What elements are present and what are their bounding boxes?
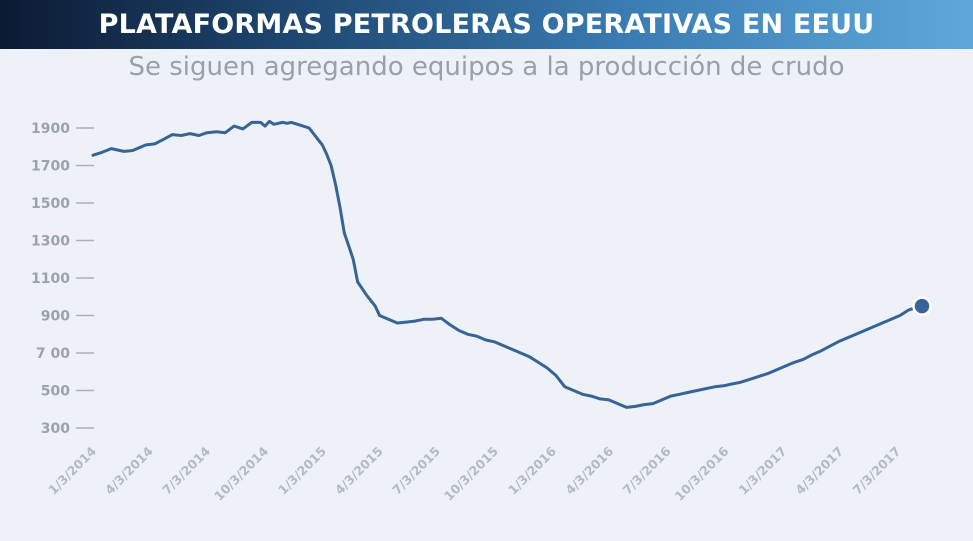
- x-tick-label: 7/3/2015: [389, 444, 443, 498]
- x-tick-label: 1/3/2014: [45, 443, 99, 497]
- x-tick-label: 4/3/2016: [562, 443, 616, 497]
- x-tick-label: 10/3/2015: [441, 444, 501, 504]
- y-tick-label: 7 00: [36, 346, 70, 362]
- x-tick-label: 1/3/2016: [505, 443, 559, 497]
- y-tick-label: 900: [41, 309, 70, 325]
- chart-subtitle: Se siguen agregando equipos a la producc…: [128, 52, 845, 82]
- y-tick-label: 1900: [31, 121, 70, 137]
- x-tick-label: 1/3/2015: [275, 444, 329, 498]
- y-tick-label: 300: [41, 421, 70, 437]
- last-data-point: [912, 296, 932, 316]
- x-tick-label: 7/3/2017: [850, 444, 904, 498]
- chart-title: PLATAFORMAS PETROLERAS OPERATIVAS EN EEU…: [98, 9, 875, 40]
- x-tick-label: 4/3/2017: [792, 444, 846, 498]
- x-tick-label: 10/3/2014: [211, 443, 271, 503]
- y-tick-label: 1100: [31, 271, 70, 287]
- x-tick-label: 4/3/2015: [332, 444, 386, 498]
- x-tick-label: 10/3/2016: [671, 443, 731, 503]
- y-tick-label: 1500: [31, 196, 70, 212]
- y-tick-label: 500: [41, 384, 70, 400]
- x-tick-label: 4/3/2014: [102, 443, 156, 497]
- y-tick-label: 1300: [31, 234, 70, 250]
- x-tick-label: 7/3/2014: [159, 443, 213, 497]
- series-line: [91, 119, 924, 409]
- x-tick-label: 1/3/2017: [736, 444, 790, 498]
- header-banner: PLATAFORMAS PETROLERAS OPERATIVAS EN EEU…: [0, 0, 973, 49]
- y-tick-label: 1700: [31, 159, 70, 175]
- x-tick-label: 7/3/2016: [620, 443, 674, 497]
